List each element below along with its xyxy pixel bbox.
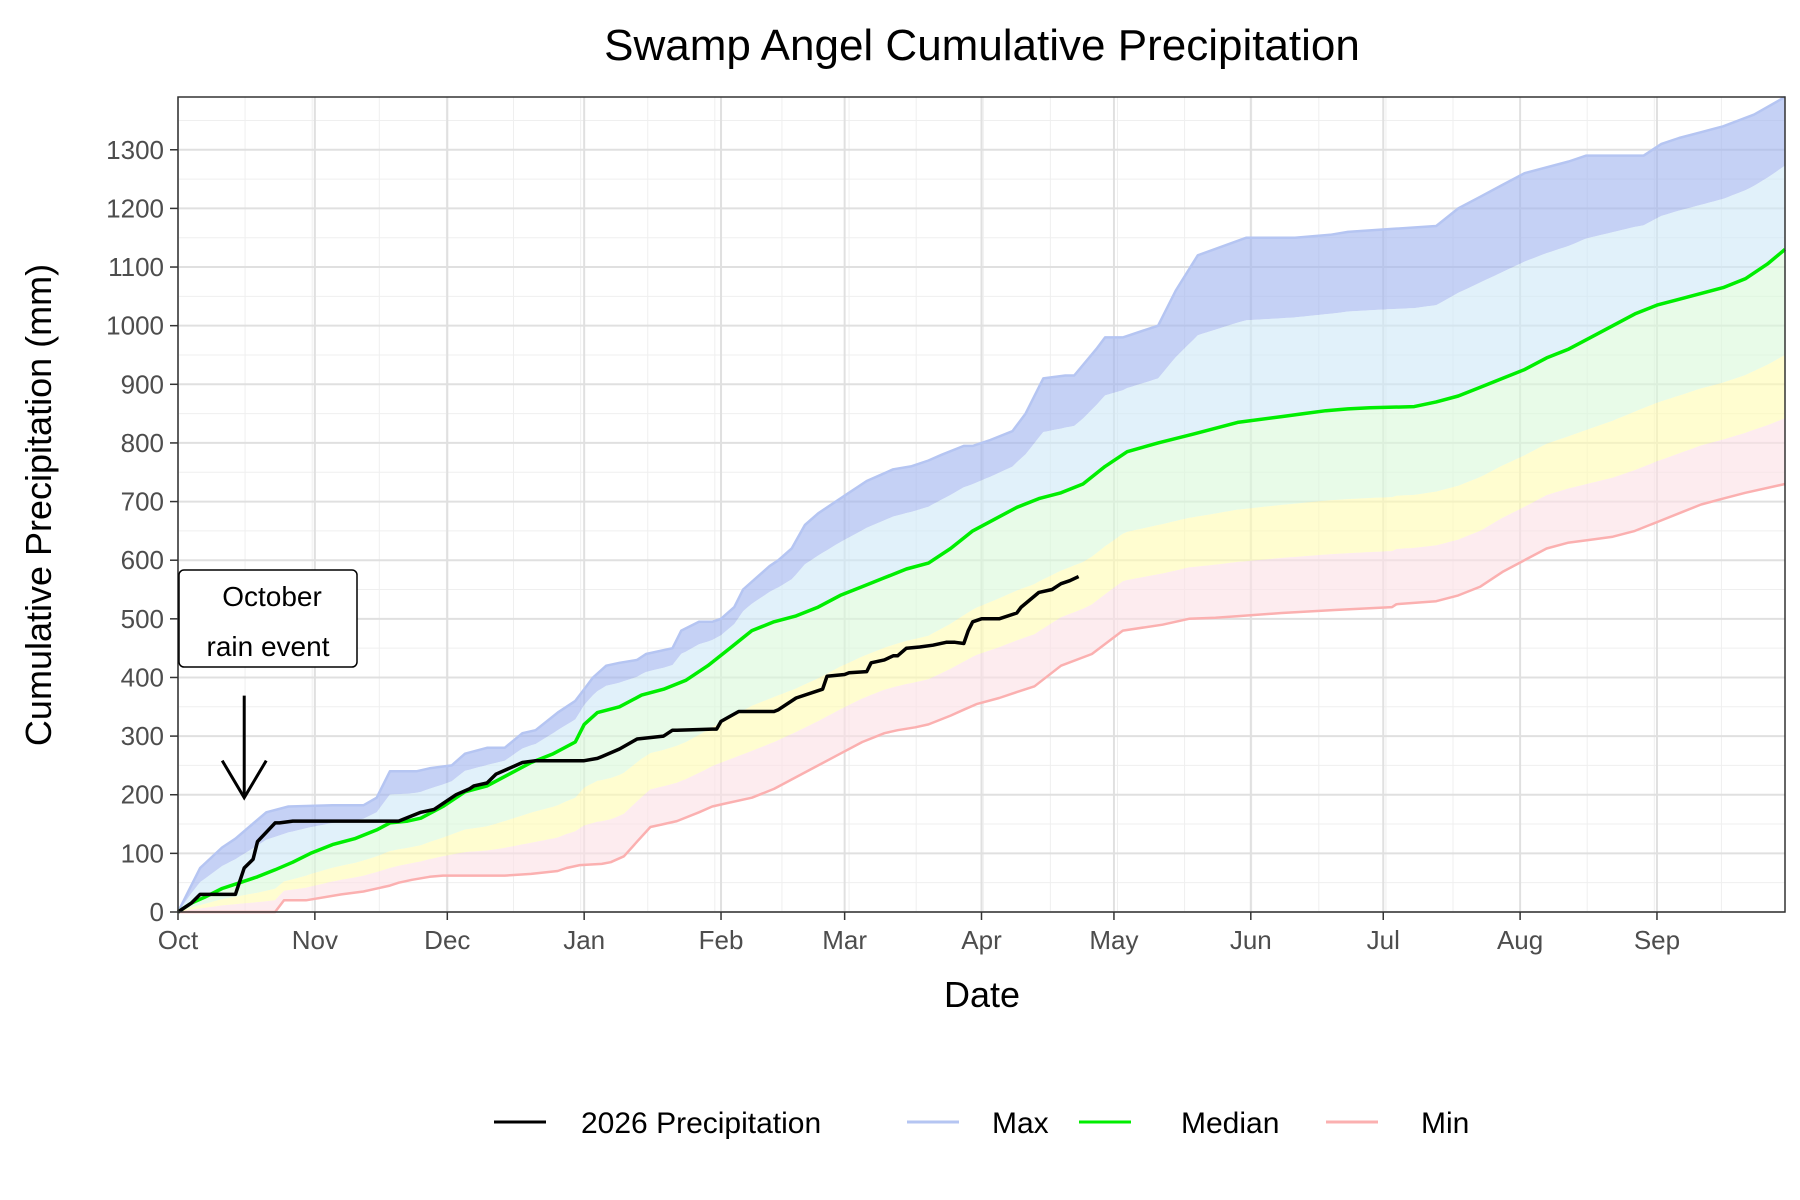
y-tick-label: 1100	[108, 252, 164, 282]
y-tick-label: 500	[121, 604, 164, 634]
y-tick-label: 900	[121, 369, 164, 399]
x-tick-label: Dec	[424, 925, 470, 955]
legend: 2026 Precipitation Max Median Min	[494, 1107, 1469, 1140]
band-q25-q10	[178, 355, 1785, 912]
y-axis-title: Cumulative Precipitation (mm)	[18, 264, 59, 746]
x-tick-label: Feb	[699, 925, 744, 955]
legend-label-min: Min	[1421, 1107, 1469, 1140]
annotation-line-1: October	[222, 581, 322, 612]
series-lines	[176, 95, 1787, 914]
y-tick-label: 100	[121, 838, 164, 868]
y-tick-label: 200	[121, 780, 164, 810]
y-tick-label: 300	[121, 721, 164, 751]
y-tick-label: 1200	[106, 193, 164, 223]
x-axis-title: Date	[944, 974, 1020, 1015]
y-tick-label: 800	[121, 428, 164, 458]
legend-label-max: Max	[992, 1107, 1049, 1140]
y-tick-label: 1000	[106, 311, 164, 341]
x-tick-label: Sep	[1634, 925, 1680, 955]
annotation-arrow	[220, 695, 268, 801]
annotation-box	[178, 569, 358, 668]
y-tick-label: 0	[150, 897, 164, 927]
legend-label-2026: 2026 Precipitation	[581, 1107, 821, 1140]
x-tick-label: Jun	[1230, 925, 1272, 955]
annotation-october-rain-event: October rain event	[178, 569, 358, 801]
y-tick-label: 1300	[106, 135, 164, 165]
y-tick-label: 600	[121, 545, 164, 575]
legend-label-median: Median	[1181, 1107, 1279, 1140]
band-q75-median	[178, 165, 1785, 913]
x-tick-label: May	[1089, 925, 1138, 955]
x-tick-label: Jan	[563, 925, 605, 955]
x-axis: Oct Nov Dec Jan Feb Mar Apr May Jun Jul Aug Sep	[158, 912, 1680, 955]
x-tick-label: Oct	[158, 925, 199, 955]
annotation-arrow-head	[220, 759, 268, 801]
series-line-2026-precipitation	[177, 575, 1080, 914]
series-line-max	[176, 95, 1786, 913]
band-median-q25	[178, 249, 1785, 912]
annotation-line-2: rain event	[207, 631, 330, 662]
y-tick-label: 700	[121, 487, 164, 517]
x-tick-label: Mar	[822, 925, 867, 955]
x-tick-label: Jul	[1367, 925, 1400, 955]
band-max-q75	[178, 97, 1785, 912]
chart-title: Swamp Angel Cumulative Precipitation	[604, 21, 1360, 70]
y-axis: 0 100 200 300 400 500 600 700 800 900 1000 1100 1200…	[106, 135, 178, 927]
x-tick-label: Apr	[961, 925, 1002, 955]
series-line-min	[178, 482, 1786, 914]
y-tick-label: 400	[121, 662, 164, 692]
percentile-bands	[178, 97, 1785, 913]
x-tick-label: Aug	[1497, 925, 1543, 955]
band-q10-min	[178, 418, 1785, 912]
x-tick-label: Nov	[292, 925, 338, 955]
